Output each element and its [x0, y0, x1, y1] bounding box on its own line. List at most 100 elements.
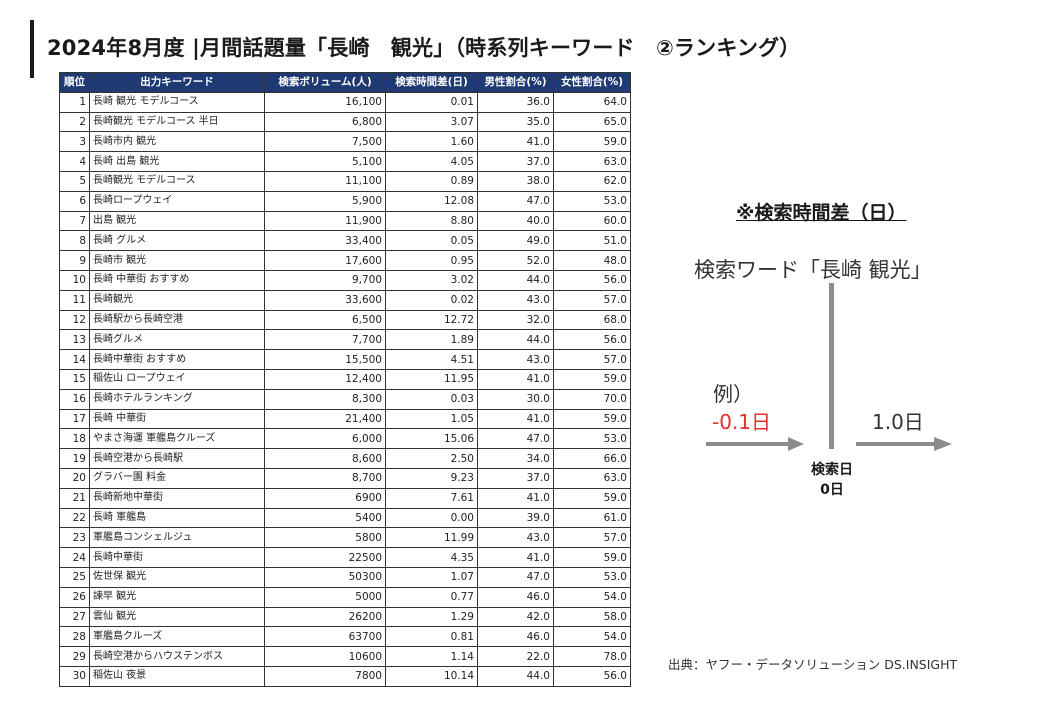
time-diff-cell: 7.61	[385, 487, 478, 509]
volume-cell: 6,500	[264, 309, 386, 331]
time-diff-cell: 0.77	[385, 586, 478, 608]
table-row: 22 長崎 軍艦島 5400 0.00 39.0 61.0	[59, 507, 631, 529]
female-ratio-cell: 66.0	[553, 448, 631, 469]
male-ratio-cell: 37.0	[477, 151, 554, 172]
rank-cell: 13	[59, 329, 90, 351]
col-header-time-diff: 検索時間差(日)	[385, 72, 478, 93]
volume-cell: 7800	[264, 665, 386, 687]
volume-cell: 26200	[264, 606, 386, 628]
rank-cell: 10	[59, 269, 90, 291]
male-ratio-cell: 43.0	[477, 349, 554, 370]
male-ratio-cell: 44.0	[477, 665, 554, 687]
table-row: 8 長崎 グルメ 33,400 0.05 49.0 51.0	[59, 230, 631, 252]
table-row: 9 長崎市 観光 17,600 0.95 52.0 48.0	[59, 250, 631, 271]
male-ratio-cell: 41.0	[477, 368, 554, 390]
time-diff-cell: 0.03	[385, 388, 478, 410]
female-ratio-cell: 59.0	[553, 547, 631, 568]
time-diff-cell: 1.14	[385, 646, 478, 667]
volume-cell: 33,400	[264, 230, 386, 252]
time-diff-cell: 15.06	[385, 428, 478, 450]
keyword-cell: 長崎空港から長崎駅	[89, 448, 265, 469]
rank-cell: 1	[59, 91, 90, 113]
volume-cell: 12,400	[264, 368, 386, 390]
time-diff-cell: 0.89	[385, 170, 478, 192]
female-ratio-cell: 51.0	[553, 230, 631, 252]
keyword-cell: 長崎観光 モデルコース	[89, 170, 265, 192]
male-ratio-cell: 22.0	[477, 646, 554, 667]
time-diff-cell: 11.99	[385, 527, 478, 549]
rank-cell: 23	[59, 527, 90, 549]
col-header-volume: 検索ボリューム(人)	[264, 72, 386, 93]
female-ratio-cell: 48.0	[553, 250, 631, 271]
female-ratio-cell: 68.0	[553, 309, 631, 331]
col-header-keyword: 出力キーワード	[89, 72, 265, 93]
volume-cell: 7,500	[264, 131, 386, 153]
time-diff-cell: 3.07	[385, 111, 478, 133]
male-ratio-cell: 35.0	[477, 111, 554, 133]
female-ratio-cell: 63.0	[553, 151, 631, 172]
male-ratio-cell: 41.0	[477, 487, 554, 509]
male-ratio-cell: 32.0	[477, 309, 554, 331]
keyword-cell: 長崎観光 モデルコース 半日	[89, 111, 265, 133]
female-ratio-cell: 53.0	[553, 566, 631, 588]
keyword-cell: 長崎 観光 モデルコース	[89, 91, 265, 113]
rank-cell: 19	[59, 448, 90, 469]
rank-cell: 27	[59, 606, 90, 628]
volume-cell: 8,600	[264, 448, 386, 469]
male-ratio-cell: 47.0	[477, 190, 554, 212]
rank-cell: 29	[59, 646, 90, 667]
female-ratio-cell: 59.0	[553, 487, 631, 509]
keyword-cell: 稲佐山 夜景	[89, 665, 265, 687]
male-ratio-cell: 46.0	[477, 586, 554, 608]
keyword-cell: 長崎 軍艦島	[89, 507, 265, 529]
rank-cell: 14	[59, 349, 90, 370]
keyword-cell: 長崎市 観光	[89, 250, 265, 271]
time-diff-cell: 1.05	[385, 408, 478, 430]
keyword-cell: 長崎中華街	[89, 547, 265, 568]
female-ratio-cell: 57.0	[553, 527, 631, 549]
female-ratio-cell: 70.0	[553, 388, 631, 410]
volume-cell: 11,100	[264, 170, 386, 192]
female-ratio-cell: 56.0	[553, 665, 631, 687]
keyword-cell: 長崎中華街 おすすめ	[89, 349, 265, 370]
volume-cell: 15,500	[264, 349, 386, 370]
table-row: 21 長崎新地中華街 6900 7.61 41.0 59.0	[59, 487, 631, 509]
before-example-label: -0.1日	[712, 410, 772, 434]
time-diff-cell: 0.95	[385, 250, 478, 271]
male-ratio-cell: 42.0	[477, 606, 554, 628]
male-ratio-cell: 37.0	[477, 467, 554, 489]
keyword-cell: グラバー園 料金	[89, 467, 265, 489]
rank-cell: 15	[59, 368, 90, 390]
search-day-marker-line	[829, 283, 834, 449]
table-row: 10 長崎 中華街 おすすめ 9,700 3.02 44.0 56.0	[59, 269, 631, 291]
table-row: 25 佐世保 観光 50300 1.07 47.0 53.0	[59, 566, 631, 588]
rank-cell: 24	[59, 547, 90, 568]
note-title: ※検索時間差（日）	[736, 202, 907, 224]
right-arrow-icon	[856, 437, 952, 451]
table-row: 13 長崎グルメ 7,700 1.89 44.0 56.0	[59, 329, 631, 351]
rank-cell: 9	[59, 250, 90, 271]
volume-cell: 8,300	[264, 388, 386, 410]
volume-cell: 5800	[264, 527, 386, 549]
volume-cell: 50300	[264, 566, 386, 588]
time-diff-cell: 12.72	[385, 309, 478, 331]
time-diff-cell: 11.95	[385, 368, 478, 390]
time-diff-cell: 4.35	[385, 547, 478, 568]
volume-cell: 17,600	[264, 250, 386, 271]
col-header-male-ratio: 男性割合(%)	[477, 72, 554, 93]
left-arrow-icon	[706, 437, 804, 451]
ranking-table: 順位 出力キーワード 検索ボリューム(人) 検索時間差(日) 男性割合(%) 女…	[59, 72, 631, 687]
female-ratio-cell: 61.0	[553, 507, 631, 529]
rank-cell: 20	[59, 467, 90, 489]
table-row: 29 長崎空港からハウステンボス 10600 1.14 22.0 78.0	[59, 646, 631, 667]
rank-cell: 12	[59, 309, 90, 331]
volume-cell: 5,100	[264, 151, 386, 172]
volume-cell: 8,700	[264, 467, 386, 489]
volume-cell: 21,400	[264, 408, 386, 430]
volume-cell: 11,900	[264, 210, 386, 232]
col-header-female-ratio: 女性割合(%)	[553, 72, 631, 93]
female-ratio-cell: 56.0	[553, 329, 631, 351]
keyword-cell: 長崎市内 観光	[89, 131, 265, 153]
search-keyword-label: 検索ワード「長崎 観光」	[694, 258, 932, 282]
keyword-cell: 長崎新地中華街	[89, 487, 265, 509]
